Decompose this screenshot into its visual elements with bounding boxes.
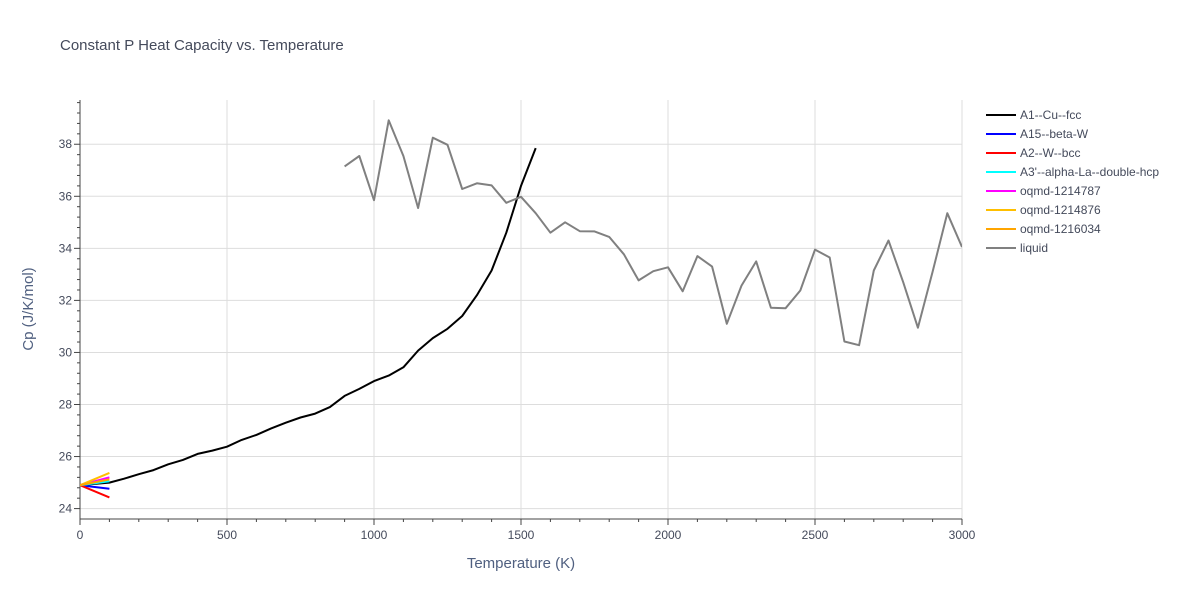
x-tick-label: 2000 [655, 528, 682, 542]
axes: 0 500 1000 1500 2000 2500 3000 24 26 28 30 32 34 36 38 [59, 100, 976, 542]
legend-label: A1--Cu--fcc [1020, 108, 1081, 122]
series-line-oqmd-1214876 [80, 471, 110, 487]
x-tick-label: 1000 [361, 528, 388, 542]
legend-label: oqmd-1214787 [1020, 184, 1101, 198]
chart-title: Constant P Heat Capacity vs. Temperature [60, 37, 344, 54]
x-tick-label: 0 [77, 528, 84, 542]
legend-item-a2-w-bcc[interactable]: A2--W--bcc [986, 146, 1080, 160]
series-line-a15-beta-w [80, 484, 110, 490]
series-line-liquid [344, 119, 962, 347]
x-tick-label: 2500 [802, 528, 829, 542]
y-tick-label: 30 [59, 345, 73, 359]
series-line-a2-w-bcc [80, 484, 110, 499]
grid [80, 100, 963, 519]
y-tick-label: 36 [59, 189, 73, 203]
legend-item-a15-beta-w[interactable]: A15--beta-W [986, 127, 1089, 141]
legend-label: oqmd-1214876 [1020, 203, 1101, 217]
legend-label: A2--W--bcc [1020, 146, 1080, 160]
legend-label: liquid [1020, 241, 1048, 255]
y-tick-label: 32 [59, 293, 73, 307]
x-axis-label: Temperature (K) [467, 555, 575, 572]
x-tick-label: 3000 [949, 528, 976, 542]
legend-item-oqmd-1214876[interactable]: oqmd-1214876 [986, 203, 1101, 217]
y-tick-label: 24 [59, 502, 73, 516]
y-axis-label: Cp (J/K/mol) [20, 267, 37, 350]
legend[interactable]: A1--Cu--fcc A15--beta-W A2--W--bcc A3'--alp… [986, 108, 1159, 255]
legend-item-oqmd-1216034[interactable]: oqmd-1216034 [986, 222, 1101, 236]
legend-item-a1-cu-fcc[interactable]: A1--Cu--fcc [986, 108, 1081, 122]
legend-label: oqmd-1216034 [1020, 222, 1101, 236]
y-tick-label: 34 [59, 241, 73, 255]
legend-item-a3-alpha-la-double-hcp[interactable]: A3'--alpha-La--double-hcp [986, 165, 1159, 179]
x-tick-label: 500 [217, 528, 237, 542]
y-tick-label: 28 [59, 397, 73, 411]
legend-item-oqmd-1214787[interactable]: oqmd-1214787 [986, 184, 1101, 198]
y-tick-label: 38 [59, 137, 73, 151]
y-tick-label: 26 [59, 450, 73, 464]
plot-area [80, 119, 962, 499]
legend-label: A3'--alpha-La--double-hcp [1020, 165, 1159, 179]
series-line-a1-cu-fcc [80, 147, 537, 487]
series-line-oqmd-1216034 [80, 478, 110, 487]
x-tick-label: 1500 [508, 528, 535, 542]
legend-item-liquid[interactable]: liquid [986, 241, 1048, 255]
legend-label: A15--beta-W [1020, 127, 1089, 141]
